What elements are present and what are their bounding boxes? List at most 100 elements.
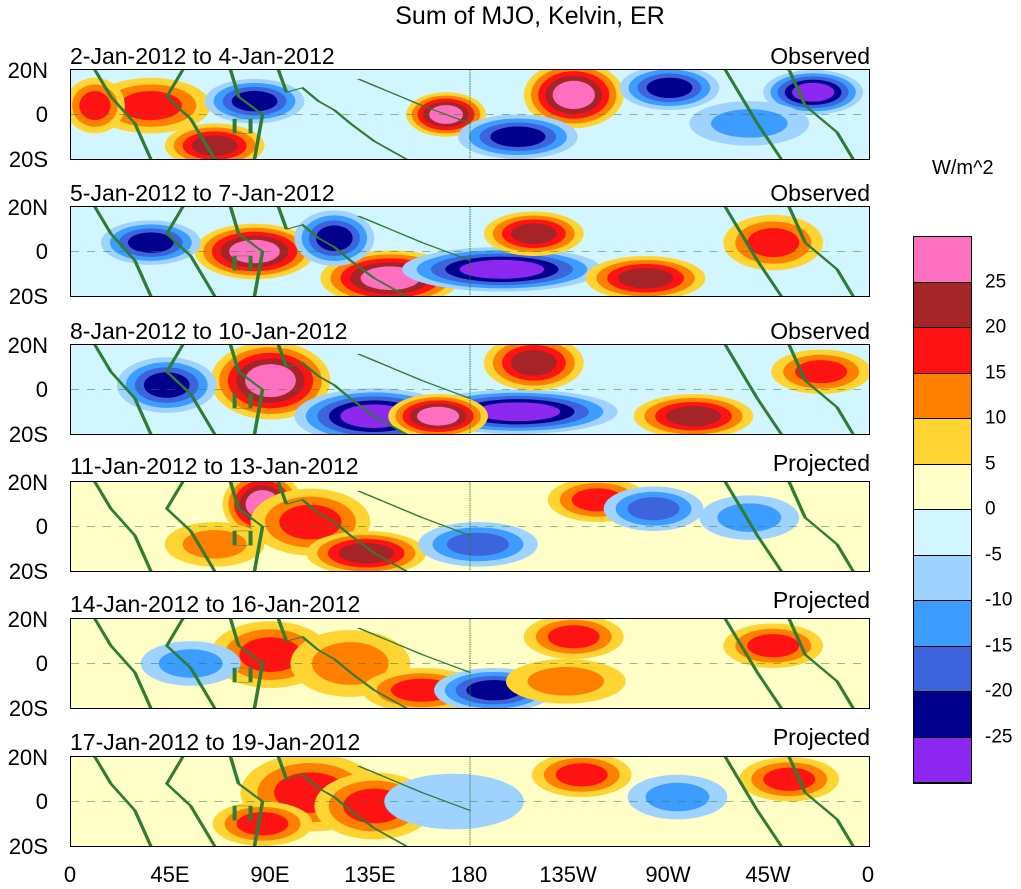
coastline	[228, 70, 265, 159]
lat-label-20n: 20N	[7, 470, 48, 495]
coastline	[276, 345, 408, 434]
anomaly-contour	[490, 126, 546, 147]
coastline	[723, 619, 784, 708]
anomaly-contour	[665, 405, 721, 427]
coastline	[164, 207, 217, 296]
region-marker-box	[232, 118, 253, 134]
anomaly-contour	[475, 402, 561, 422]
panel-5-type: Projected	[772, 587, 870, 613]
coastline	[93, 757, 153, 846]
colorbar-swatch	[914, 646, 971, 692]
coastline	[356, 490, 472, 536]
colorbar-swatch	[914, 510, 971, 556]
coastline	[164, 70, 217, 159]
coastline	[276, 207, 408, 296]
panel-2-type: Observed	[770, 180, 870, 206]
figure-title: Sum of MJO, Kelvin, ER	[395, 2, 665, 30]
coastline	[276, 619, 408, 708]
region-marker-box	[232, 530, 253, 546]
anomaly-map	[71, 207, 869, 296]
colorbar-swatch	[914, 464, 971, 510]
map-panel-2	[70, 206, 870, 297]
anomaly-contour	[338, 542, 394, 564]
anomaly-contour	[231, 90, 278, 112]
coastline	[787, 757, 855, 846]
colorbar-level-label: 5	[985, 453, 996, 474]
colorbar	[913, 236, 972, 784]
anomaly-contour	[446, 532, 510, 556]
coastline	[356, 78, 472, 124]
lat-label-eq: 0	[35, 239, 48, 264]
coastline	[787, 207, 855, 296]
lat-label-20n: 20N	[7, 58, 48, 83]
anomaly-contour	[315, 225, 353, 251]
anomaly-contour	[763, 767, 816, 791]
lon-label-90e: 90E	[250, 862, 290, 887]
colorbar-level-label: -25	[985, 726, 1013, 747]
colorbar-swatch	[914, 555, 971, 601]
anomaly-map	[71, 757, 869, 846]
panel-1-type: Observed	[770, 43, 870, 69]
colorbar-swatch	[914, 282, 971, 328]
region-marker-box	[232, 667, 253, 683]
coastline	[93, 345, 153, 434]
coastline	[164, 345, 217, 434]
anomaly-contour	[510, 350, 557, 376]
anomaly-contour	[527, 667, 605, 696]
lat-label-20s: 20S	[8, 696, 48, 721]
anomaly-contour	[279, 504, 342, 540]
panel-4-date-range: 11-Jan-2012 to 13-Jan-2012	[70, 453, 359, 479]
map-panel-4	[70, 481, 870, 572]
coastline	[228, 345, 265, 434]
panel-2-date-range: 5-Jan-2012 to 7-Jan-2012	[70, 180, 335, 206]
map-panel-1	[70, 69, 870, 160]
coastline	[723, 207, 784, 296]
colorbar-level-label: -5	[985, 544, 1002, 565]
coastline	[228, 207, 265, 296]
anomaly-contour	[747, 228, 800, 258]
anomaly-contour	[236, 812, 289, 836]
coastline	[93, 482, 153, 571]
lon-label-45w: 45W	[745, 862, 791, 887]
colorbar-units: W/m^2	[932, 157, 994, 179]
anomaly-contour	[547, 625, 600, 649]
lon-label-0: 0	[63, 862, 77, 887]
colorbar-swatch	[914, 692, 971, 738]
lon-label-180: 180	[450, 862, 488, 887]
anomaly-contour	[646, 77, 693, 99]
colorbar-swatch	[914, 601, 971, 647]
coastline	[723, 482, 784, 571]
anomaly-contour	[645, 782, 710, 812]
lon-label-135e: 135E	[344, 862, 396, 887]
coastline	[356, 627, 472, 673]
coastline	[228, 482, 265, 571]
colorbar-swatch	[914, 237, 971, 283]
coastline	[228, 757, 265, 846]
coastline	[164, 757, 217, 846]
panel-3-type: Observed	[770, 318, 870, 344]
colorbar-level-label: 25	[985, 271, 1007, 292]
anomaly-map	[71, 619, 869, 708]
coastline	[93, 70, 153, 159]
coastline	[787, 70, 855, 159]
map-panel-5	[70, 618, 870, 709]
anomaly-contour	[747, 634, 800, 658]
lon-label-0-end: 0	[861, 862, 875, 887]
coastline	[164, 482, 217, 571]
anomaly-contour	[127, 232, 174, 253]
coastline	[723, 757, 784, 846]
panel-6-date-range: 17-Jan-2012 to 19-Jan-2012	[70, 729, 361, 755]
region-marker-box	[232, 393, 253, 409]
lat-label-20n: 20N	[7, 195, 48, 220]
lat-label-eq: 0	[35, 377, 48, 402]
anomaly-contour	[245, 364, 296, 398]
anomaly-contour	[119, 91, 182, 121]
lat-label-20s: 20S	[8, 422, 48, 447]
coastline	[276, 70, 408, 159]
anomaly-contour	[710, 109, 788, 138]
coastline	[93, 619, 153, 708]
lon-label-90w: 90W	[645, 862, 691, 887]
lat-label-20s: 20S	[8, 147, 48, 172]
colorbar-level-label: 0	[985, 498, 996, 520]
anomaly-contour	[795, 360, 848, 384]
